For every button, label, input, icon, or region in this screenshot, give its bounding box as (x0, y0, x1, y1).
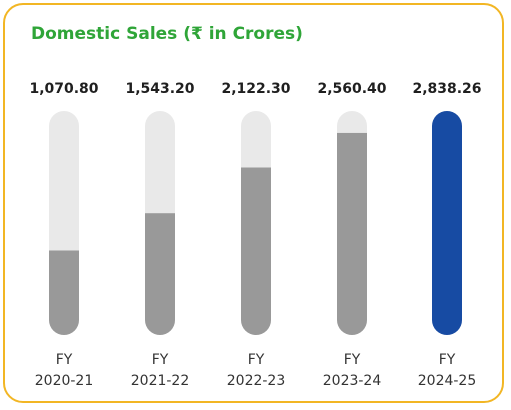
category-label-year: 2021-22 (131, 373, 190, 389)
category-label-year: 2020-21 (35, 373, 94, 389)
bar-value-label: 2,838.26 (412, 81, 481, 97)
bar (145, 213, 175, 335)
category-label-prefix: FY (439, 352, 456, 368)
bar-value-label: 2,122.30 (221, 81, 290, 97)
bar (337, 132, 367, 335)
bar (241, 167, 271, 335)
category-label-year: 2023-24 (323, 373, 382, 389)
chart-title: Domestic Sales (₹ in Crores) (31, 24, 303, 44)
category-label-prefix: FY (344, 352, 361, 368)
bar (49, 250, 79, 335)
bar-value-label: 1,543.20 (125, 81, 194, 97)
category-label-year: 2022-23 (227, 373, 286, 389)
bar-highlighted (432, 111, 462, 335)
category-label-year: 2024-25 (418, 373, 477, 389)
bar-value-label: 1,070.80 (29, 81, 98, 97)
category-label-prefix: FY (152, 352, 169, 368)
category-label-prefix: FY (56, 352, 73, 368)
category-label-prefix: FY (248, 352, 265, 368)
bar-value-label: 2,560.40 (317, 81, 386, 97)
